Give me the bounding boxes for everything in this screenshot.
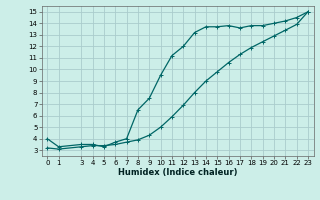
X-axis label: Humidex (Indice chaleur): Humidex (Indice chaleur)	[118, 168, 237, 177]
